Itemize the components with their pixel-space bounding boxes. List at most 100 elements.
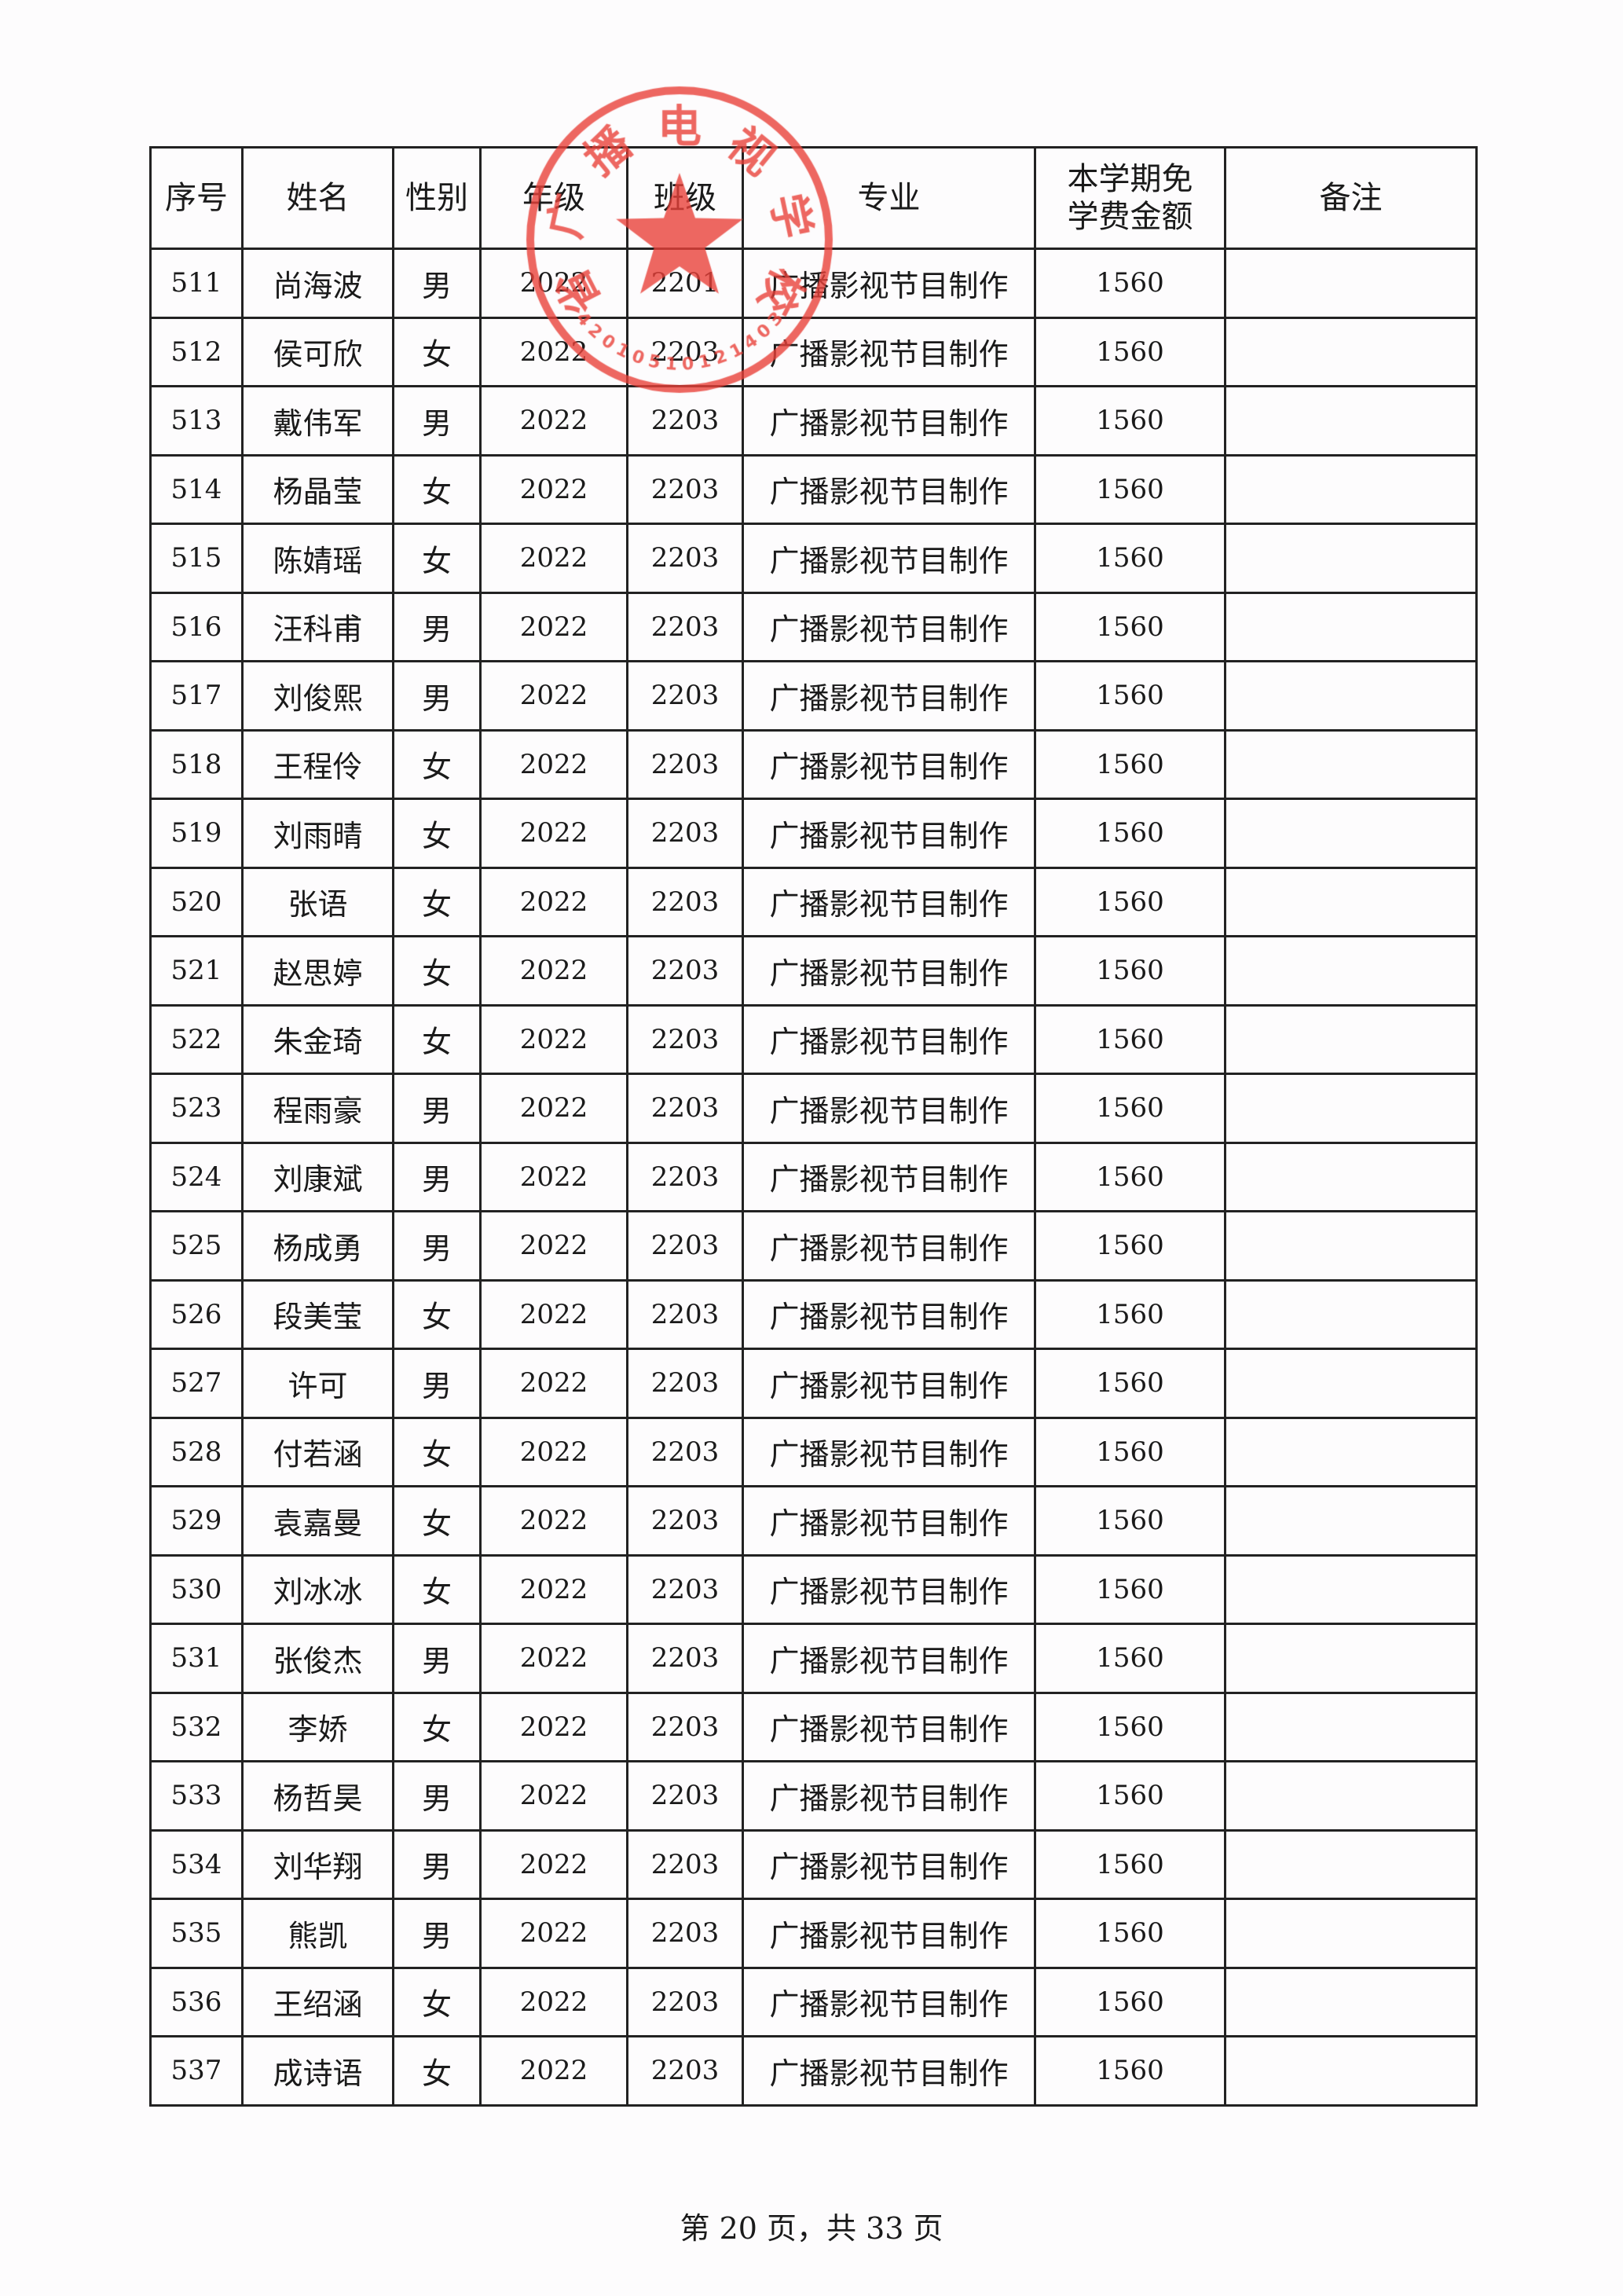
cell-gender: 男: [392, 1210, 482, 1282]
table-row: 513 戴伟军男 2022 2203 广播影视节目制作 1560: [149, 385, 1478, 457]
cell-class: 2203: [626, 1073, 744, 1144]
cell-grade: 2022: [479, 1691, 628, 1762]
cell-gender: 男: [392, 1898, 482, 1969]
cell-amount: 1560: [1034, 1623, 1226, 1694]
cell-remark: [1224, 1966, 1478, 2037]
cell-name: 成诗语: [241, 2035, 394, 2107]
cell-class: 2203: [626, 2035, 744, 2107]
cell-grade: 2022: [479, 1141, 628, 1212]
cell-name: 段美莹: [241, 1278, 394, 1350]
cell-index: 518: [149, 728, 244, 800]
cell-gender: 男: [392, 1141, 482, 1212]
table-row: 526 段美莹女 2022 2203 广播影视节目制作 1560: [149, 1278, 1478, 1350]
cell-class: 2203: [626, 1348, 744, 1419]
cell-gender: 女: [392, 798, 482, 869]
cell-index: 531: [149, 1623, 244, 1694]
cell-major: 广播影视节目制作: [742, 798, 1036, 869]
cell-remark: [1224, 1141, 1478, 1212]
cell-name: 王程伶: [241, 728, 394, 800]
cell-gender: 女: [392, 523, 482, 594]
cell-gender: 男: [392, 591, 482, 662]
cell-amount: 1560: [1034, 866, 1226, 937]
cell-class: 2203: [626, 1416, 744, 1487]
cell-gender: 男: [392, 1623, 482, 1694]
cell-gender: 女: [392, 1416, 482, 1487]
cell-grade: 2022: [479, 1073, 628, 1144]
cell-major: 广播影视节目制作: [742, 1898, 1036, 1969]
cell-index: 512: [149, 316, 244, 387]
cell-remark: [1224, 1416, 1478, 1487]
table-row: 532 李娇女 2022 2203 广播影视节目制作 1560: [149, 1691, 1478, 1762]
cell-name: 王绍涵: [241, 1966, 394, 2037]
cell-index: 536: [149, 1966, 244, 2037]
cell-grade: 2022: [479, 1348, 628, 1419]
cell-amount: 1560: [1034, 591, 1226, 662]
cell-index: 516: [149, 591, 244, 662]
cell-name: 杨晶莹: [241, 453, 394, 525]
cell-name: 刘冰冰: [241, 1553, 394, 1625]
cell-name: 袁嘉曼: [241, 1485, 394, 1557]
cell-amount: 1560: [1034, 798, 1226, 869]
cell-index: 533: [149, 1760, 244, 1832]
cell-gender: 男: [392, 385, 482, 457]
cell-remark: [1224, 1485, 1478, 1557]
cell-name: 朱金琦: [241, 1003, 394, 1075]
cell-remark: [1224, 523, 1478, 594]
fee-exemption-table: 序号 姓名 性别 年级 班级 专业 本学期免学费金额 备注 511 尚海波男 202…: [149, 146, 1478, 2107]
cell-remark: [1224, 1691, 1478, 1762]
cell-remark: [1224, 1210, 1478, 1282]
cell-amount: 1560: [1034, 1898, 1226, 1969]
cell-index: 520: [149, 866, 244, 937]
cell-major: 广播影视节目制作: [742, 523, 1036, 594]
cell-gender: 女: [392, 316, 482, 387]
header-name: 姓名: [241, 146, 394, 250]
cell-major: 广播影视节目制作: [742, 1210, 1036, 1282]
cell-remark: [1224, 591, 1478, 662]
cell-class: 2203: [626, 1553, 744, 1625]
cell-index: 514: [149, 453, 244, 525]
cell-grade: 2022: [479, 1898, 628, 1969]
cell-class: 2203: [626, 453, 744, 525]
cell-amount: 1560: [1034, 385, 1226, 457]
cell-amount: 1560: [1034, 316, 1226, 387]
cell-major: 广播影视节目制作: [742, 1553, 1036, 1625]
cell-index: 522: [149, 1003, 244, 1075]
cell-grade: 2022: [479, 1278, 628, 1350]
cell-remark: [1224, 316, 1478, 387]
cell-index: 517: [149, 660, 244, 732]
cell-gender: 男: [392, 660, 482, 732]
cell-grade: 2022: [479, 523, 628, 594]
cell-amount: 1560: [1034, 1141, 1226, 1212]
cell-major: 广播影视节目制作: [742, 728, 1036, 800]
table-row: 525 杨成勇男 2022 2203 广播影视节目制作 1560: [149, 1210, 1478, 1282]
cell-major: 广播影视节目制作: [742, 591, 1036, 662]
cell-grade: 2022: [479, 1416, 628, 1487]
table-row: 533 杨哲昊男 2022 2203 广播影视节目制作 1560: [149, 1760, 1478, 1832]
cell-class: 2203: [626, 935, 744, 1007]
cell-remark: [1224, 1073, 1478, 1144]
cell-class: 2203: [626, 1623, 744, 1694]
cell-index: 521: [149, 935, 244, 1007]
cell-name: 刘俊熙: [241, 660, 394, 732]
cell-grade: 2022: [479, 935, 628, 1007]
cell-index: 519: [149, 798, 244, 869]
cell-amount: 1560: [1034, 935, 1226, 1007]
cell-major: 广播影视节目制作: [742, 248, 1036, 319]
cell-gender: 女: [392, 866, 482, 937]
cell-gender: 女: [392, 1553, 482, 1625]
cell-grade: 2022: [479, 1553, 628, 1625]
cell-amount: 1560: [1034, 1966, 1226, 2037]
cell-grade: 2022: [479, 453, 628, 525]
cell-grade: 2022: [479, 866, 628, 937]
cell-major: 广播影视节目制作: [742, 453, 1036, 525]
cell-gender: 女: [392, 728, 482, 800]
cell-amount: 1560: [1034, 1348, 1226, 1419]
cell-class: 2203: [626, 1003, 744, 1075]
cell-class: 2203: [626, 316, 744, 387]
cell-index: 511: [149, 248, 244, 319]
cell-major: 广播影视节目制作: [742, 660, 1036, 732]
cell-remark: [1224, 248, 1478, 319]
cell-index: 527: [149, 1348, 244, 1419]
cell-remark: [1224, 2035, 1478, 2107]
cell-grade: 2022: [479, 1966, 628, 2037]
